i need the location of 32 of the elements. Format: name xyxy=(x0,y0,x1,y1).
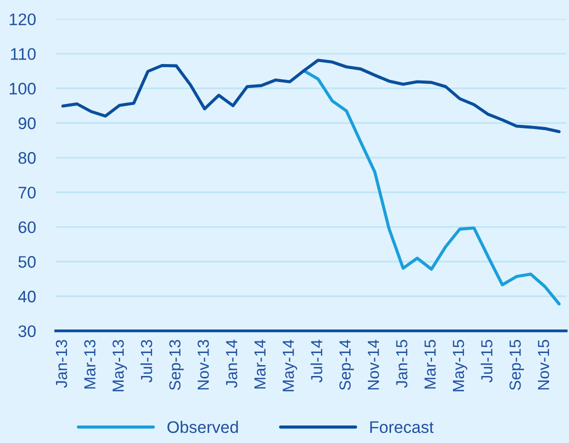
x-tick-label: Jul-15 xyxy=(480,340,492,383)
x-tick-label: Jul-14 xyxy=(310,340,322,383)
x-tick-label: Jan-14 xyxy=(226,340,238,388)
legend-label: Observed xyxy=(167,420,238,434)
y-tick-label: 80 xyxy=(18,152,36,164)
y-tick-label: 120 xyxy=(10,13,36,26)
x-tick-label: Jan-15 xyxy=(396,340,408,388)
x-tick-label: Jul-13 xyxy=(140,340,152,383)
line-series xyxy=(302,69,561,306)
x-tick-label: Mar-13 xyxy=(84,340,96,389)
y-tick-label: 60 xyxy=(18,221,36,234)
x-tick-label: Sep-13 xyxy=(169,340,184,390)
x-tick-label: Nov-14 xyxy=(368,340,380,390)
x-tick-label: May-15 xyxy=(452,340,468,392)
y-tick-label: 100 xyxy=(10,82,36,95)
y-tick-label: 110 xyxy=(11,48,36,60)
x-tick-label: Sep-15 xyxy=(510,340,524,390)
y-tick-label: 30 xyxy=(18,325,36,338)
x-tick-label: May-14 xyxy=(282,340,298,392)
x-tick-label: Mar-14 xyxy=(254,340,266,389)
x-tick-label: Mar-15 xyxy=(424,340,436,389)
y-tick-label: 40 xyxy=(18,290,36,302)
x-tick-label: Nov-13 xyxy=(198,340,209,390)
legend-label: Forecast xyxy=(370,421,434,434)
y-tick-label: 50 xyxy=(18,256,36,268)
x-tick-label: Nov-15 xyxy=(538,340,550,390)
x-tick-label: Sep-14 xyxy=(339,340,354,390)
x-tick-label: May-13 xyxy=(112,340,128,392)
line-series xyxy=(61,58,561,134)
x-tick-label: Jan-13 xyxy=(56,340,68,388)
y-tick-label: 70 xyxy=(18,186,36,199)
y-tick-label: 90 xyxy=(18,117,36,130)
